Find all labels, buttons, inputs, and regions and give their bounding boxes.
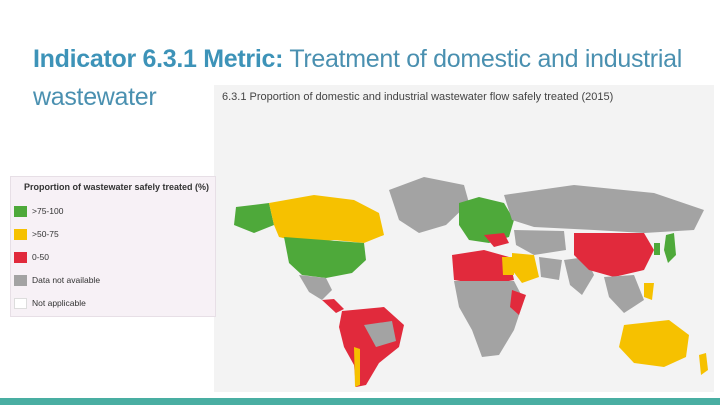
brazil-part [364,321,396,347]
legend-item-50-75: >50-75 [14,227,212,245]
middle-east-gray [539,257,562,280]
central-asia [514,230,566,255]
world-map [234,177,708,387]
north-africa-red [452,250,514,285]
legend-label: Data not available [32,275,101,285]
legend-swatch-green [14,206,27,217]
legend-item-not-applicable: Not applicable [14,296,212,314]
europe-red [484,233,509,247]
korea [654,243,660,255]
egypt [502,257,514,275]
subsaharan-africa [454,281,524,357]
greenland [389,177,469,233]
middle-east-yellow [512,253,539,283]
legend-swatch-gray [14,275,27,286]
legend-label: 0-50 [32,252,50,262]
south-america-north [339,307,404,387]
slide-title-rest: Treatment of domestic and industrial was… [33,45,682,111]
legend-title: Proportion of wastewater safely treated … [24,182,210,192]
legend-item-data-not-available: Data not available [14,273,212,291]
legend-item-75-100: >75-100 [14,204,212,222]
legend-item-0-50: 0-50 [14,250,212,268]
russia [504,185,704,233]
slide-title: Indicator 6.3.1 Metric: Treatment of dom… [33,40,713,116]
japan [664,233,676,263]
chile [354,347,360,387]
china [574,233,654,277]
map-caption: 6.3.1 Proportion of domestic and industr… [222,91,614,103]
footer-accent-bar [0,398,720,405]
legend: Proportion of wastewater safely treated … [10,176,216,317]
australia [619,320,689,367]
legend-swatch-white [14,298,27,309]
canada [269,195,384,243]
legend-label: >75-100 [32,206,64,216]
southeast-asia [604,275,644,313]
legend-swatch-red [14,252,27,263]
alaska [234,203,274,233]
legend-label: Not applicable [32,298,86,308]
east-africa-red [510,290,526,315]
legend-label: >50-75 [32,229,59,239]
philippines [644,283,654,300]
mexico [299,275,332,300]
usa [284,237,366,278]
central-america [322,299,344,313]
slide-title-bold: Indicator 6.3.1 Metric: [33,45,284,73]
new-zealand [699,353,708,375]
legend-swatch-yellow [14,229,27,240]
europe [459,197,514,243]
